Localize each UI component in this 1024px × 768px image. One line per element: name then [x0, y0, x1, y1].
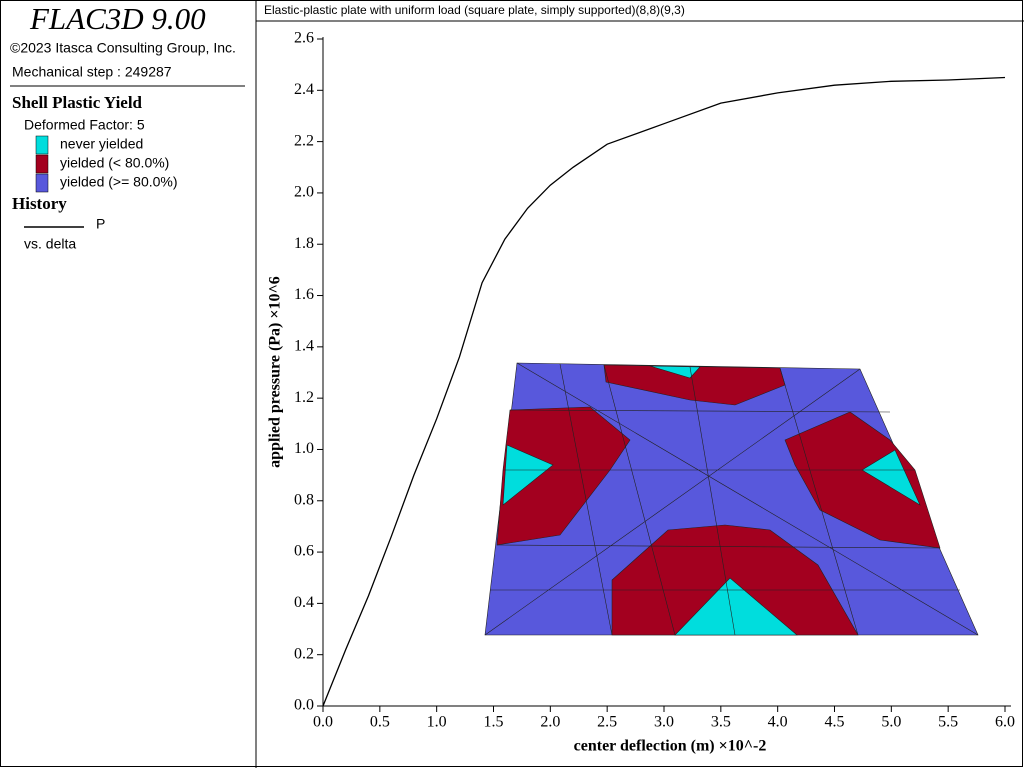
x-tick-label: 0.0: [313, 714, 333, 731]
y-tick-label: 2.2: [294, 132, 314, 149]
x-tick-label: 2.0: [540, 714, 560, 731]
legend-label: yielded (>= 80.0%): [60, 174, 178, 190]
history-vs: vs. delta: [24, 236, 76, 252]
legend-label: never yielded: [60, 136, 143, 152]
y-tick-label: 0.2: [294, 645, 314, 662]
x-tick-label: 4.0: [768, 714, 788, 731]
y-tick-label: 0.4: [294, 594, 314, 611]
legend-swatch: [35, 154, 49, 174]
plot-item: Shell Plastic Yield: [12, 93, 143, 112]
mesh-inset: [484, 362, 979, 636]
y-tick-label: 2.4: [294, 81, 314, 98]
x-tick-label: 3.5: [711, 714, 731, 731]
y-axis-label: applied pressure (Pa) ×10^6: [267, 276, 284, 468]
x-tick-label: 1.5: [484, 714, 504, 731]
app-title: FLAC3D 9.00: [29, 1, 206, 36]
y-tick-label: 2.6: [294, 30, 314, 47]
x-tick-label: 5.0: [881, 714, 901, 731]
y-tick-label: 1.0: [294, 440, 314, 457]
chart-title: Elastic-plastic plate with uniform load …: [264, 3, 685, 17]
x-tick-label: 6.0: [995, 714, 1015, 731]
x-tick-label: 0.5: [370, 714, 390, 731]
x-tick-label: 1.0: [427, 714, 447, 731]
legend-label: yielded (< 80.0%): [60, 155, 169, 171]
step: Mechanical step : 249287: [12, 64, 172, 80]
history-name: P: [96, 216, 105, 232]
history-heading: History: [12, 194, 67, 213]
legend-swatch: [35, 173, 49, 193]
line-series: [322, 76, 1006, 707]
x-tick-label: 5.5: [938, 714, 958, 731]
y-tick-label: 1.6: [294, 286, 314, 303]
y-tick-label: 0.8: [294, 491, 314, 508]
deformed: Deformed Factor: 5: [24, 117, 145, 133]
copyright: ©2023 Itasca Consulting Group, Inc.: [10, 40, 236, 56]
y-tick-label: 1.4: [294, 338, 314, 355]
y-tick-label: 1.2: [294, 389, 314, 406]
plot: 0.0 0.2 0.4 0.6 0.8 1.0 1.2 1.4 1.6 1.8 2.0 2.2 2.4 2…: [294, 30, 1015, 731]
legend: never yielded yielded (< 80.0%) yielded (>…: [35, 135, 178, 193]
y-tick-label: 0.0: [294, 697, 314, 714]
y-tick-label: 2.0: [294, 184, 314, 201]
legend-swatch: [35, 135, 49, 155]
x-tick-label: 4.5: [825, 714, 845, 731]
y-tick-label: 1.8: [294, 235, 314, 252]
x-axis-label: center deflection (m) ×10^-2: [574, 738, 767, 755]
y-tick-label: 0.6: [294, 543, 314, 560]
x-tick-label: 3.0: [654, 714, 674, 731]
x-tick-label: 2.5: [597, 714, 617, 731]
